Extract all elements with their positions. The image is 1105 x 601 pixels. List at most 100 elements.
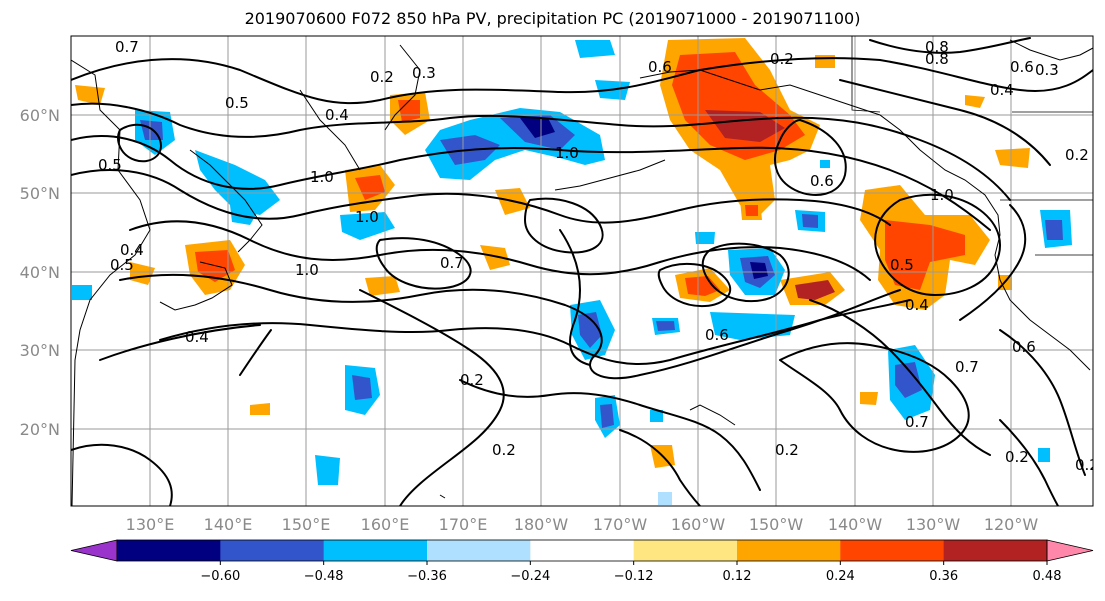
contour-label: 0.2 — [775, 441, 799, 459]
colorbar-tick-label: 0.24 — [826, 569, 855, 584]
contour-label: 0.2 — [770, 50, 794, 68]
contour-label: 0.6 — [1010, 58, 1034, 76]
contour-label: 0.8 — [925, 50, 949, 68]
negative-anomaly-region — [520, 118, 555, 138]
contour-label: 0.4 — [325, 106, 349, 124]
lon-label: 130°W — [906, 515, 961, 534]
contour-label: 0.6 — [648, 58, 672, 76]
colorbar-outline — [116, 539, 1048, 562]
contour-label: 0.2 — [492, 441, 516, 459]
colorbar-tick-label: 0.36 — [929, 569, 958, 584]
contour-label: 1.0 — [310, 168, 334, 186]
negative-anomaly-region — [750, 262, 768, 279]
contour-label: 0.2 — [460, 371, 484, 389]
contour-label: 0.3 — [1035, 61, 1059, 79]
contour-label: 0.6 — [810, 172, 834, 190]
lon-label: 150°E — [282, 515, 331, 534]
negative-anomaly-region — [340, 212, 395, 240]
map-gridlines — [71, 36, 1093, 506]
contour-label: 0.4 — [905, 296, 929, 314]
positive-anomaly-region — [250, 403, 270, 415]
lon-label: 180°W — [514, 515, 569, 534]
contour-label: 1.0 — [295, 261, 319, 279]
negative-anomaly-region — [72, 285, 92, 300]
contour-label: 0.2 — [1075, 456, 1099, 474]
precipitation-shading — [72, 38, 1072, 505]
colorbar-segment — [117, 540, 221, 561]
positive-anomaly-region — [685, 276, 720, 296]
latitude-axis: 60°N 50°N 40°N 30°N 20°N — [20, 106, 60, 439]
negative-anomaly-region — [658, 492, 672, 505]
negative-anomaly-region — [195, 150, 280, 215]
contour-label: 0.3 — [412, 64, 436, 82]
positive-anomaly-region — [815, 55, 835, 68]
pv-contours — [71, 37, 1093, 506]
negative-anomaly-region — [315, 455, 340, 485]
colorbar-segment — [633, 540, 738, 561]
contour-label: 0.7 — [440, 254, 464, 272]
coastlines — [71, 36, 1093, 506]
colorbar-tick-label: −0.48 — [304, 569, 344, 584]
negative-anomaly-region — [1045, 220, 1063, 240]
colorbar-tick-label: 0.48 — [1033, 569, 1062, 584]
contour-label: 0.7 — [955, 358, 979, 376]
colorbar-tick-label: −0.24 — [510, 569, 550, 584]
positive-anomaly-region — [398, 100, 420, 122]
colorbar-segment — [840, 540, 945, 561]
colorbar-segment — [220, 540, 325, 561]
contour-label: 0.6 — [1012, 338, 1036, 356]
lat-label: 60°N — [20, 106, 60, 125]
map-frame — [70, 35, 1094, 507]
contour-label: 0.5 — [98, 156, 122, 174]
negative-anomaly-region — [575, 40, 615, 58]
colorbar-tick-label: −0.36 — [407, 569, 447, 584]
positive-anomaly-region — [355, 175, 385, 200]
lon-label: 170°W — [593, 515, 648, 534]
negative-anomaly-region — [820, 160, 830, 168]
lon-label: 170°E — [439, 515, 488, 534]
contour-label: 0.5 — [890, 256, 914, 274]
longitude-axis: 130°E 140°E 150°E 160°E 170°E 180°W 170°… — [126, 515, 1039, 534]
negative-anomaly-region — [656, 321, 675, 331]
negative-anomaly-region — [600, 404, 614, 428]
contour-label: 1.0 — [555, 144, 579, 162]
negative-anomaly-region — [802, 214, 818, 228]
colorbar — [70, 539, 1094, 562]
colorbar-segment — [427, 540, 531, 561]
pv-contour-labels: 0.7 0.2 0.3 0.5 0.4 0.5 1.0 1.0 0.6 0.8 … — [98, 38, 1099, 474]
colorbar-ticks: −0.60 −0.48 −0.36 −0.24 −0.12 0.12 0.24 0.36 0.4… — [200, 561, 1062, 584]
contour-label: 0.8 — [925, 38, 949, 56]
colorbar-tick-label: 0.12 — [723, 569, 752, 584]
negative-anomaly-region — [695, 232, 715, 244]
contour-label: 0.4 — [185, 328, 209, 346]
lat-label: 50°N — [20, 184, 60, 203]
positive-anomaly-region — [745, 205, 758, 216]
positive-anomaly-region — [860, 392, 878, 405]
colorbar-segment — [737, 540, 841, 561]
colorbar-segment — [530, 540, 635, 561]
negative-anomaly-region — [895, 362, 922, 398]
negative-anomaly-region — [650, 410, 663, 422]
lon-label: 130°E — [126, 515, 175, 534]
map-title: 2019070600 F072 850 hPa PV, precipitatio… — [244, 9, 861, 28]
colorbar-extend-min — [70, 539, 118, 562]
contour-label: 0.5 — [110, 256, 134, 274]
colorbar-segment — [943, 540, 1048, 561]
negative-anomaly-region — [352, 375, 372, 400]
contour-label: 0.4 — [990, 81, 1014, 99]
positive-anomaly-region — [130, 262, 155, 285]
positive-anomaly-region — [995, 148, 1030, 168]
colorbar-extend-max — [1046, 539, 1094, 562]
contour-label: 0.4 — [120, 241, 144, 259]
contour-label: 0.2 — [370, 68, 394, 86]
negative-anomaly-region — [1038, 448, 1050, 462]
lon-label: 140°W — [828, 515, 883, 534]
contour-label: 0.7 — [115, 38, 139, 56]
lon-label: 150°W — [749, 515, 804, 534]
contour-label: 0.5 — [225, 94, 249, 112]
lon-label: 160°E — [361, 515, 410, 534]
contour-label: 0.2 — [1065, 146, 1089, 164]
contour-label: 1.0 — [355, 208, 379, 226]
lat-label: 30°N — [20, 341, 60, 360]
